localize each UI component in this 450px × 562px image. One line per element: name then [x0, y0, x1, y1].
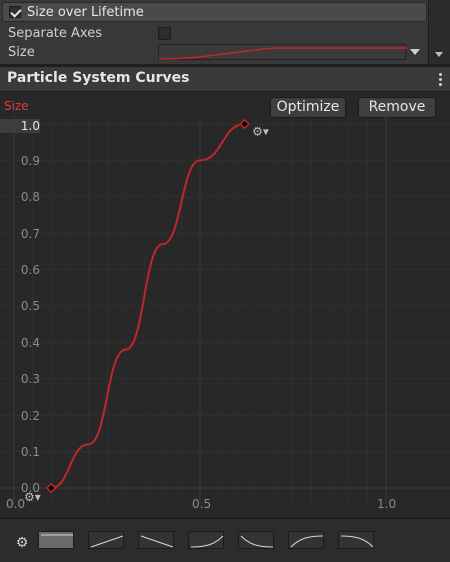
panel-header: Particle System Curves [0, 66, 450, 92]
curve-name-label: Size [4, 99, 29, 113]
panel-title: Particle System Curves [7, 70, 190, 86]
ease-out-down-curve-icon [240, 535, 274, 548]
preset-ease-in-down[interactable] [338, 531, 374, 549]
y-tick-label: 0.0 [20, 481, 40, 495]
preset-constant[interactable] [38, 531, 74, 549]
x-tick-label: 0.0 [6, 497, 26, 511]
preset-linear-up[interactable] [88, 531, 124, 549]
separate-axes-checkbox[interactable] [158, 27, 171, 40]
keyframe-settings-icon[interactable]: ⚙▾ [24, 490, 41, 504]
ease-in-down-curve-icon [340, 535, 374, 548]
y-tick-label: 0.7 [20, 227, 40, 241]
optimize-button[interactable]: Optimize [270, 97, 346, 118]
y-tick-label: 0.2 [20, 409, 40, 423]
preset-bar: ⚙ [0, 518, 450, 562]
linear-down-curve-icon [140, 535, 174, 548]
inspector-panel: Size over Lifetime Separate Axes Size [0, 0, 450, 64]
preset-linear-down[interactable] [138, 531, 174, 549]
module-enabled-checkbox[interactable] [9, 6, 21, 18]
size-label: Size [8, 45, 35, 60]
size-curve-field[interactable] [158, 44, 407, 60]
ease-out-up-curve-icon [290, 535, 324, 548]
linear-up-curve-icon [90, 535, 124, 548]
module-title: Size over Lifetime [27, 5, 144, 20]
y-tick-label: 0.1 [20, 445, 40, 459]
keyframe-start[interactable] [45, 482, 57, 494]
y-tick-label: 0.9 [20, 154, 40, 168]
y-tick-label: 0.5 [20, 299, 40, 313]
y-tick-label: 0.4 [20, 336, 40, 350]
kebab-menu-icon[interactable] [432, 71, 448, 87]
size-curve-preview [158, 47, 407, 60]
y-tick-label: 0.6 [20, 263, 40, 277]
keyframe-settings-icon[interactable]: ⚙▾ [252, 124, 269, 138]
preset-ease-out-down[interactable] [238, 531, 274, 549]
constant-curve-icon [41, 534, 73, 536]
preset-ease-out-up[interactable] [288, 531, 324, 549]
y-tick-label: 1.0 [0, 119, 40, 133]
module-header[interactable]: Size over Lifetime [2, 2, 427, 22]
y-tick-label: 0.8 [20, 190, 40, 204]
scroll-down-icon[interactable] [435, 52, 443, 57]
ease-in-curve-icon [190, 535, 224, 548]
chevron-down-icon[interactable] [410, 49, 420, 55]
gear-icon[interactable]: ⚙ [15, 535, 29, 551]
remove-button[interactable]: Remove [358, 97, 436, 118]
x-tick-label: 0.5 [192, 497, 212, 511]
y-tick-label: 0.3 [20, 372, 40, 386]
inspector-scrollbar[interactable] [428, 0, 450, 64]
separate-axes-label: Separate Axes [8, 26, 102, 41]
curve-editor[interactable]: Size Optimize Remove ⚙▾ ⚙▾ 1.0 0.9 0.8 0.… [0, 92, 450, 518]
preset-ease-in[interactable] [188, 531, 224, 549]
x-tick-label: 1.0 [377, 497, 397, 511]
keyframe-end[interactable] [239, 118, 250, 130]
curve-chart[interactable]: ⚙▾ ⚙▾ [0, 92, 450, 518]
size-curve[interactable] [50, 123, 245, 489]
